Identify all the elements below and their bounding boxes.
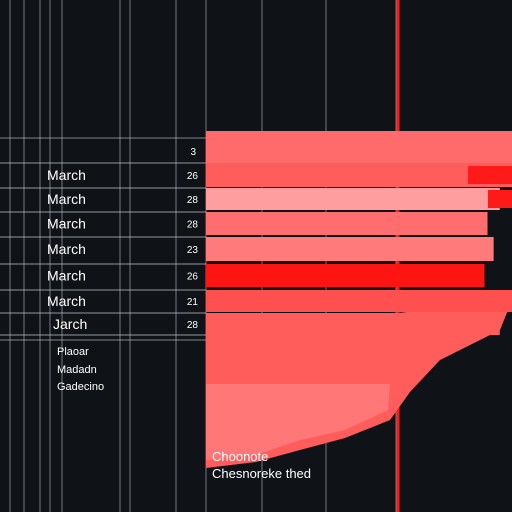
row-lines	[0, 162, 206, 336]
row-label-4: March	[47, 241, 86, 257]
row-value-7: 28	[187, 320, 199, 331]
bars	[206, 131, 512, 335]
legend-entry-2: Madadn	[57, 364, 97, 376]
row-value-5: 26	[187, 272, 199, 283]
row-label-2: March	[47, 191, 86, 207]
bar-3	[206, 212, 488, 235]
annotation-2: Chesnoreke thed	[212, 466, 311, 481]
row-value-3: 28	[187, 220, 199, 231]
row-value-1: 26	[187, 171, 199, 182]
row-label-3: March	[47, 216, 86, 232]
row-labels: March March March March March March Jarch	[47, 167, 87, 332]
bar-5	[206, 264, 485, 287]
bar-4	[206, 237, 494, 261]
row-label-7: Jarch	[53, 316, 87, 332]
row-values: 26 28 28 23 26 21 28	[187, 171, 199, 331]
bar-accent-tip-1	[468, 166, 512, 184]
top-value: 3	[190, 147, 196, 158]
bar-7	[206, 313, 500, 335]
bar-6	[206, 290, 512, 312]
area-fill-inner	[206, 384, 390, 460]
legend-entry-3: Gadecino	[57, 381, 104, 393]
legend-entry-1: Plaoar	[57, 346, 89, 358]
bar-accent-tip-2	[488, 190, 512, 208]
header-bar	[206, 131, 512, 163]
row-value-2: 28	[187, 195, 199, 206]
bar-1	[206, 163, 512, 187]
bar-2	[206, 188, 500, 210]
row-label-5: March	[47, 268, 86, 284]
annotation-1: Choonote	[212, 449, 268, 464]
area-region	[206, 300, 512, 468]
row-label-1: March	[47, 167, 86, 183]
row-value-6: 21	[187, 297, 199, 308]
row-value-4: 23	[187, 245, 199, 256]
row-label-6: March	[47, 293, 86, 309]
